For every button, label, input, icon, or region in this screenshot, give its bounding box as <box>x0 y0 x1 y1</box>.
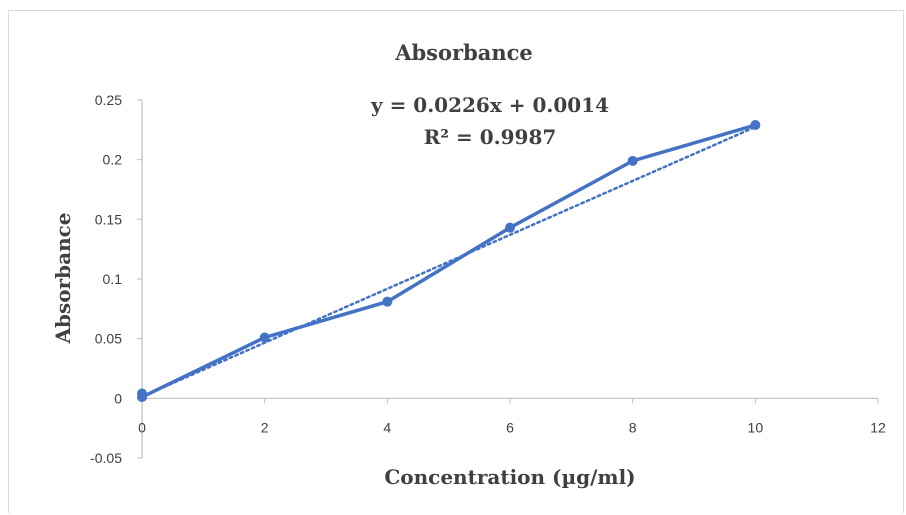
data-point <box>137 392 147 403</box>
chart-title: Absorbance <box>394 40 533 65</box>
trendline-equation: y = 0.0226x + 0.0014 <box>370 93 609 117</box>
trendline <box>140 125 757 398</box>
x-tick-label: 2 <box>261 419 269 435</box>
y-tick-label: 0.1 <box>103 271 123 287</box>
y-tick-label: 0.25 <box>95 92 122 108</box>
data-point <box>627 155 638 166</box>
axes: 0 2 4 6 8 10 12 -0.05 0 0.05 0.1 0.15 0.2 0.25 <box>90 92 886 466</box>
series-layer <box>137 120 761 403</box>
trendline-path <box>140 125 757 398</box>
data-point <box>259 332 270 343</box>
y-tick-label: 0.15 <box>95 211 122 227</box>
x-tick-label: 6 <box>506 419 514 435</box>
x-tick-label: 12 <box>870 419 886 435</box>
data-point <box>505 222 515 233</box>
y-axis-title: Absorbance <box>51 212 75 344</box>
y-tick-label: 0 <box>114 390 122 406</box>
x-tick-label: 8 <box>629 419 637 435</box>
r-squared-label: R² = 0.9987 <box>424 125 557 149</box>
y-tick-label: -0.05 <box>90 450 122 466</box>
x-tick-label: 4 <box>383 419 391 435</box>
x-tick-label: 10 <box>748 419 764 435</box>
y-tick-label: 0.2 <box>103 152 123 168</box>
data-point <box>750 120 761 131</box>
x-axis-title: Concentration (µg/ml) <box>384 465 635 489</box>
x-tick-label: 0 <box>138 419 146 435</box>
y-tick-label: 0.05 <box>95 331 122 347</box>
data-point <box>382 296 393 307</box>
